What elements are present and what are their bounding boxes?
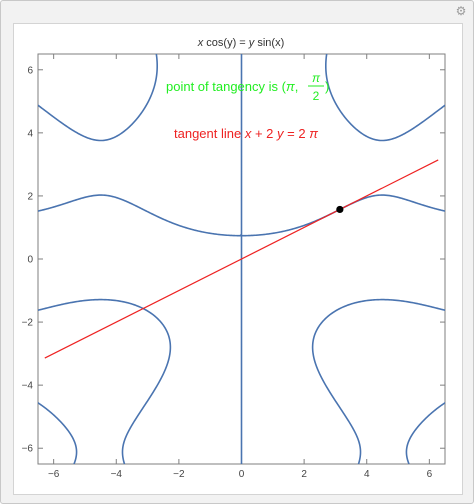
- x-tick-label: 6: [427, 469, 433, 480]
- implicit-plot: −6 −4 −2 0 2 4 6 −6 −4 −2 0 2 4 6 x cos(y) = y sin(x…: [22, 37, 446, 480]
- y-tick-label: 2: [27, 191, 33, 202]
- y-tick-label: 4: [27, 128, 33, 139]
- y-tick-label: 0: [27, 255, 33, 266]
- x-tick-label: 4: [364, 469, 370, 480]
- tangent-line: [44, 159, 439, 359]
- fraction-numerator: π: [312, 71, 321, 85]
- gear-icon[interactable]: ⚙: [455, 4, 467, 18]
- svg-text:): ): [325, 79, 329, 94]
- x-axis-ticks: −6 −4 −2 0 2 4 6: [48, 54, 433, 480]
- y-tick-label: −4: [22, 381, 34, 392]
- y-axis-ticks: −6 −4 −2 0 2 4 6: [22, 65, 445, 455]
- x-tick-label: 2: [301, 469, 307, 480]
- tangent-annotation: tangent line x + 2 y = 2 π: [174, 126, 318, 141]
- y-tick-label: −2: [22, 318, 34, 329]
- x-tick-label: −4: [111, 469, 123, 480]
- x-tick-label: −2: [173, 469, 185, 480]
- plot-panel: −6 −4 −2 0 2 4 6 −6 −4 −2 0 2 4 6 x cos(y) = y sin(x…: [13, 23, 463, 495]
- y-tick-label: −6: [22, 444, 34, 455]
- chart-title: x cos(y) = y sin(x): [197, 37, 285, 49]
- y-tick-label: 6: [27, 65, 33, 76]
- x-tick-label: 0: [239, 469, 245, 480]
- tangency-point: [336, 205, 344, 214]
- svg-text:point of tangency is (π,: point of tangency is (π,: [166, 79, 298, 94]
- fraction-denominator: 2: [313, 89, 320, 103]
- tangency-annotation: point of tangency is (π, π 2 ): [166, 71, 329, 103]
- x-tick-label: −6: [48, 469, 60, 480]
